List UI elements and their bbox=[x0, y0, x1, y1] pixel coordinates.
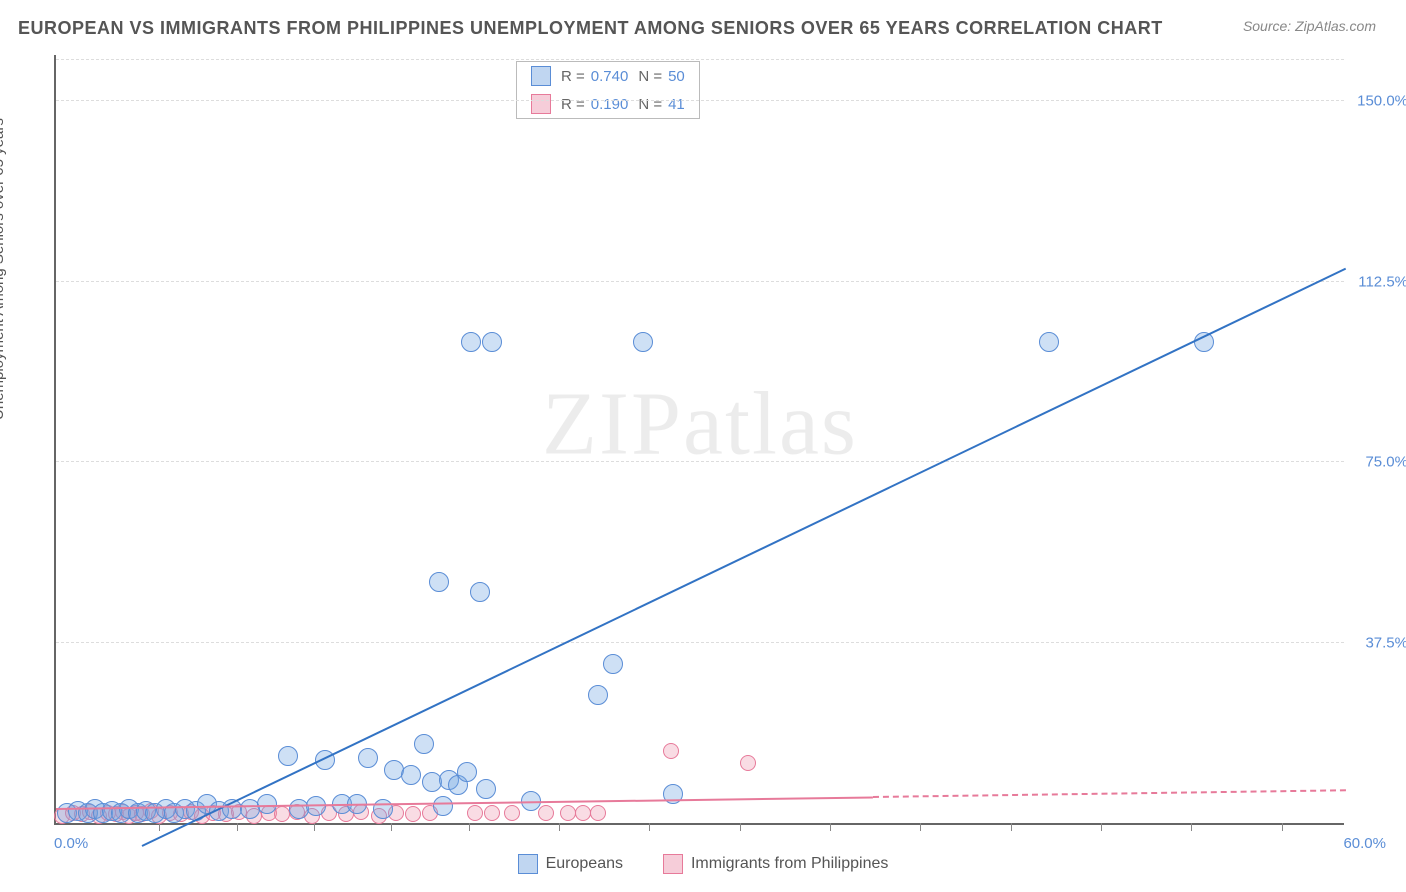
data-point bbox=[633, 332, 653, 352]
data-point bbox=[467, 805, 483, 821]
data-point bbox=[429, 572, 449, 592]
source-label: Source: ZipAtlas.com bbox=[1243, 18, 1376, 34]
y-tick-label: 112.5% bbox=[1352, 273, 1406, 290]
data-point bbox=[740, 755, 756, 771]
data-point bbox=[461, 332, 481, 352]
x-tick bbox=[830, 823, 831, 831]
stats-row-europeans: R = 0.740 N = 50 bbox=[517, 62, 699, 90]
data-point bbox=[590, 805, 606, 821]
gridline bbox=[56, 642, 1344, 643]
data-point bbox=[470, 582, 490, 602]
data-point bbox=[358, 748, 378, 768]
data-point bbox=[560, 805, 576, 821]
x-tick bbox=[237, 823, 238, 831]
chart-title: EUROPEAN VS IMMIGRANTS FROM PHILIPPINES … bbox=[18, 18, 1163, 39]
x-tick bbox=[1191, 823, 1192, 831]
bottom-legend: Europeans Immigrants from Philippines bbox=[0, 854, 1406, 874]
gridline bbox=[56, 281, 1344, 282]
data-point bbox=[538, 805, 554, 821]
trendline bbox=[873, 789, 1346, 798]
data-point bbox=[504, 805, 520, 821]
x-tick bbox=[391, 823, 392, 831]
x-axis-end-label: 60.0% bbox=[1343, 835, 1386, 852]
legend-item-philippines: Immigrants from Philippines bbox=[663, 854, 888, 874]
x-tick bbox=[559, 823, 560, 831]
x-tick bbox=[469, 823, 470, 831]
y-tick-label: 150.0% bbox=[1352, 93, 1406, 110]
n-value-europeans: 50 bbox=[668, 68, 685, 85]
y-tick-label: 75.0% bbox=[1352, 454, 1406, 471]
data-point bbox=[373, 799, 393, 819]
n-value-philippines: 41 bbox=[668, 96, 685, 113]
r-value-philippines: 0.190 bbox=[591, 96, 629, 113]
gridline bbox=[56, 59, 1344, 60]
gridline bbox=[56, 461, 1344, 462]
data-point bbox=[414, 734, 434, 754]
legend-label-philippines: Immigrants from Philippines bbox=[691, 855, 888, 873]
data-point bbox=[1039, 332, 1059, 352]
watermark: ZIPatlas bbox=[542, 372, 858, 475]
x-tick bbox=[1101, 823, 1102, 831]
data-point bbox=[663, 743, 679, 759]
data-point bbox=[274, 806, 290, 822]
y-tick-label: 37.5% bbox=[1352, 634, 1406, 651]
legend-item-europeans: Europeans bbox=[518, 854, 623, 874]
n-label: N = bbox=[638, 68, 662, 85]
gridline bbox=[56, 100, 1344, 101]
data-point bbox=[476, 779, 496, 799]
data-point bbox=[482, 332, 502, 352]
data-point bbox=[588, 685, 608, 705]
stats-row-philippines: R = 0.190 N = 41 bbox=[517, 90, 699, 118]
x-axis-start-label: 0.0% bbox=[54, 835, 88, 852]
data-point bbox=[457, 762, 477, 782]
n-label: N = bbox=[638, 96, 662, 113]
x-tick bbox=[649, 823, 650, 831]
x-tick bbox=[314, 823, 315, 831]
data-point bbox=[433, 796, 453, 816]
x-tick bbox=[159, 823, 160, 831]
x-tick bbox=[1011, 823, 1012, 831]
x-tick bbox=[740, 823, 741, 831]
r-label: R = bbox=[561, 68, 585, 85]
x-tick bbox=[920, 823, 921, 831]
data-point bbox=[484, 805, 500, 821]
data-point bbox=[405, 806, 421, 822]
data-point bbox=[278, 746, 298, 766]
plot-area: R =0.740 N =50 R =0.190 N =41 ZIPatlas 3… bbox=[54, 55, 1344, 825]
swatch-blue-icon bbox=[531, 66, 551, 86]
stats-legend-box: R = 0.740 N = 50 R = 0.190 N = 41 bbox=[516, 61, 700, 119]
swatch-pink-icon bbox=[663, 854, 683, 874]
r-value-europeans: 0.740 bbox=[591, 68, 629, 85]
swatch-pink-icon bbox=[531, 94, 551, 114]
data-point bbox=[257, 794, 277, 814]
data-point bbox=[401, 765, 421, 785]
swatch-blue-icon bbox=[518, 854, 538, 874]
y-axis-label: Unemployment Among Seniors over 65 years bbox=[0, 118, 7, 420]
legend-label-europeans: Europeans bbox=[546, 855, 623, 873]
r-label: R = bbox=[561, 96, 585, 113]
x-tick bbox=[1282, 823, 1283, 831]
data-point bbox=[603, 654, 623, 674]
data-point bbox=[575, 805, 591, 821]
